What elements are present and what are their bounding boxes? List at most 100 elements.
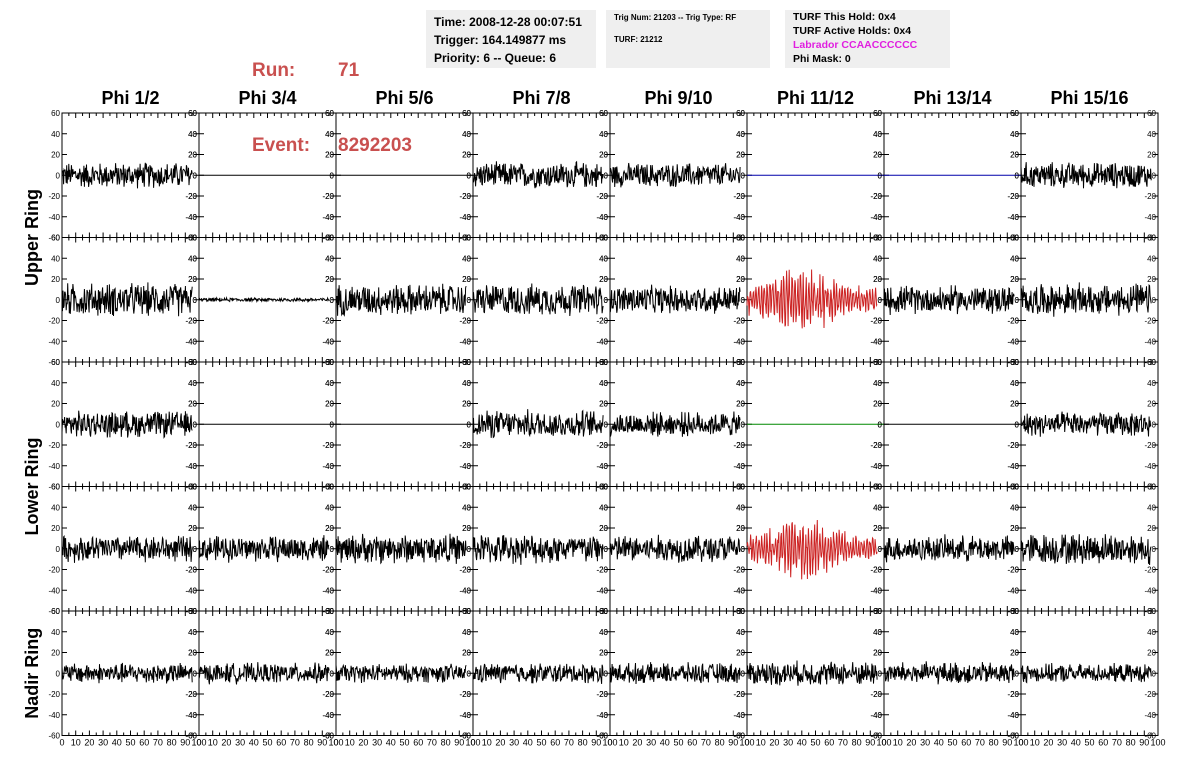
- y-tick-label: -40: [1007, 462, 1019, 471]
- y-tick-label: 60: [1010, 483, 1019, 492]
- y-tick-label: -40: [48, 462, 60, 471]
- y-tick-label: 20: [462, 275, 471, 284]
- x-tick-label: 30: [509, 738, 519, 748]
- y-tick-label: -20: [459, 690, 471, 699]
- y-tick-label: 60: [325, 607, 334, 616]
- y-tick-label: 0: [741, 171, 746, 180]
- y-tick-label: 60: [51, 483, 60, 492]
- x-tick-label: 70: [427, 738, 437, 748]
- y-tick-label: 60: [1010, 109, 1019, 118]
- y-tick-label: 60: [462, 234, 471, 243]
- y-tick-label: 60: [1010, 234, 1019, 243]
- y-tick-label: -20: [459, 192, 471, 201]
- y-tick-label: 20: [188, 400, 197, 409]
- run-label: Run:: [252, 60, 296, 81]
- y-tick-label: -40: [870, 213, 882, 222]
- y-tick-label: 40: [325, 503, 334, 512]
- y-tick-label: -40: [596, 337, 608, 346]
- y-tick-label: 20: [1010, 649, 1019, 658]
- y-tick-label: 40: [873, 130, 882, 139]
- x-tick-label: 80: [852, 738, 862, 748]
- y-tick-label: -40: [459, 711, 471, 720]
- y-tick-label: 60: [325, 358, 334, 367]
- y-tick-label: 0: [1152, 420, 1157, 429]
- x-tick-label: 50: [1084, 738, 1094, 748]
- x-tick-label: 50: [810, 738, 820, 748]
- y-tick-label: 60: [1147, 109, 1156, 118]
- x-tick-label: 90: [865, 738, 875, 748]
- y-tick-label: 0: [604, 420, 609, 429]
- y-tick-label: 20: [599, 151, 608, 160]
- y-tick-label: -40: [870, 213, 882, 222]
- y-tick-label: -40: [733, 462, 745, 471]
- y-tick-label: -20: [733, 441, 745, 450]
- y-tick-label: 40: [1010, 628, 1019, 637]
- y-tick-label: -20: [733, 192, 745, 201]
- y-tick-label: -20: [733, 192, 745, 201]
- y-tick-label: 20: [325, 275, 334, 284]
- y-tick-label: 60: [873, 358, 882, 367]
- priority-line: Priority: 6 -- Queue: 6: [434, 51, 557, 65]
- y-tick-label: 20: [873, 275, 882, 284]
- y-tick-label: 20: [736, 524, 745, 533]
- x-tick-label: 70: [701, 738, 711, 748]
- y-tick-label: -20: [1144, 192, 1156, 201]
- x-tick-label: 40: [249, 738, 259, 748]
- y-tick-label: -40: [185, 462, 197, 471]
- y-tick-label: 20: [462, 649, 471, 658]
- x-tick-label: 40: [934, 738, 944, 748]
- x-tick-label: 20: [632, 738, 642, 748]
- y-tick-label: 40: [462, 628, 471, 637]
- y-tick-label: -20: [185, 192, 197, 201]
- y-tick-label: -60: [733, 732, 745, 741]
- y-tick-label: 0: [741, 420, 746, 429]
- y-tick-label: -20: [459, 690, 471, 699]
- y-tick-label: 60: [736, 358, 745, 367]
- y-tick-label: 20: [736, 400, 745, 409]
- y-tick-label: -40: [1144, 586, 1156, 595]
- y-tick-label: -20: [185, 566, 197, 575]
- y-tick-label: -40: [322, 213, 334, 222]
- y-tick-label: -40: [733, 586, 745, 595]
- y-tick-label: 40: [873, 503, 882, 512]
- x-tick-label: 70: [153, 738, 163, 748]
- y-tick-label: -40: [1144, 462, 1156, 471]
- y-tick-label: 40: [51, 379, 60, 388]
- x-tick-label: 80: [1126, 738, 1136, 748]
- y-tick-label: 0: [56, 669, 61, 678]
- y-tick-label: -40: [185, 337, 197, 346]
- y-tick-label: -60: [185, 732, 197, 741]
- y-tick-label: 0: [467, 171, 472, 180]
- waveform-trace: [61, 410, 193, 439]
- y-tick-label: 40: [599, 254, 608, 263]
- y-tick-label: 0: [467, 420, 472, 429]
- y-tick-label: 20: [1147, 524, 1156, 533]
- y-tick-label: -40: [870, 586, 882, 595]
- y-tick-label: -60: [733, 732, 745, 741]
- y-tick-label: -60: [48, 732, 60, 741]
- x-tick-label: 20: [1043, 738, 1053, 748]
- y-tick-label: 0: [604, 545, 609, 554]
- y-tick-label: -60: [1007, 732, 1019, 741]
- y-tick-label: -20: [1144, 317, 1156, 326]
- x-tick-label: 60: [687, 738, 697, 748]
- y-tick-label: 0: [330, 545, 335, 554]
- y-tick-label: 0: [1015, 545, 1020, 554]
- y-tick-label: 60: [325, 358, 334, 367]
- trigger-line: Trigger: 164.149877 ms: [434, 33, 567, 47]
- y-tick-label: 60: [462, 358, 471, 367]
- column-title: Phi 3/4: [238, 88, 296, 108]
- y-tick-label: 20: [873, 649, 882, 658]
- waveform-trace: [198, 535, 330, 563]
- y-tick-label: 0: [1015, 296, 1020, 305]
- y-tick-label: 60: [51, 607, 60, 616]
- y-tick-label: 60: [325, 109, 334, 118]
- y-tick-label: -40: [185, 586, 197, 595]
- y-tick-label: -40: [459, 213, 471, 222]
- y-tick-label: 20: [462, 400, 471, 409]
- y-tick-label: -20: [870, 192, 882, 201]
- y-tick-label: -40: [459, 462, 471, 471]
- y-tick-label: -20: [185, 441, 197, 450]
- y-tick-label: 0: [604, 545, 609, 554]
- y-tick-label: 60: [188, 483, 197, 492]
